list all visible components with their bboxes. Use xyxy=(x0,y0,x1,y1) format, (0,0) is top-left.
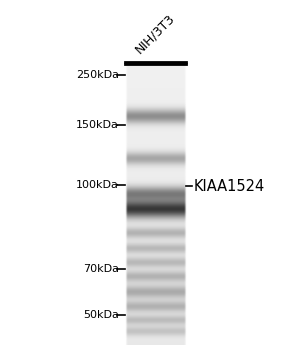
Text: 250kDa: 250kDa xyxy=(76,70,119,80)
Text: 150kDa: 150kDa xyxy=(76,120,119,130)
Text: 100kDa: 100kDa xyxy=(76,180,119,190)
Text: NIH/3T3: NIH/3T3 xyxy=(133,11,178,56)
Text: 50kDa: 50kDa xyxy=(83,310,119,320)
Text: 70kDa: 70kDa xyxy=(83,264,119,274)
Text: KIAA1524: KIAA1524 xyxy=(193,179,265,194)
